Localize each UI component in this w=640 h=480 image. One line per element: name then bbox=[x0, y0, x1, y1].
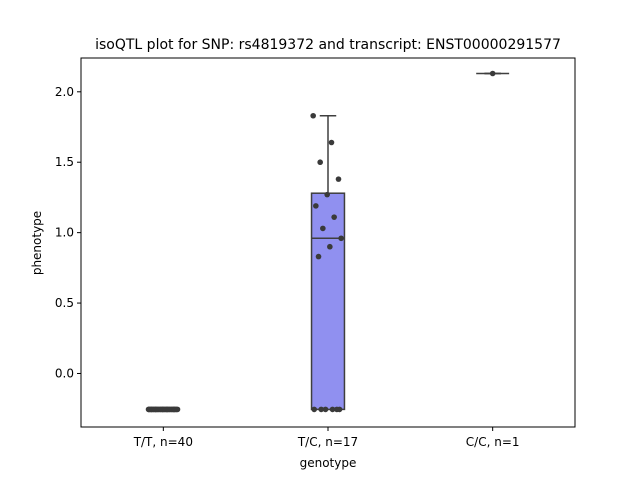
data-point bbox=[338, 235, 344, 242]
data-point bbox=[489, 70, 496, 77]
data-point bbox=[148, 406, 155, 413]
y-tick-label: 1.5 bbox=[55, 155, 74, 169]
plot-marks bbox=[145, 70, 510, 413]
data-point bbox=[322, 406, 329, 413]
data-point bbox=[335, 176, 342, 182]
data-point bbox=[331, 214, 337, 220]
data-point bbox=[164, 406, 171, 413]
x-axis-label: genotype bbox=[300, 456, 357, 470]
y-tick-label: 0.0 bbox=[55, 366, 74, 380]
data-point bbox=[315, 253, 322, 260]
data-point bbox=[171, 406, 178, 413]
y-axis-label: phenotype bbox=[30, 211, 44, 275]
data-point bbox=[310, 112, 316, 119]
y-tick-label: 2.0 bbox=[55, 85, 74, 99]
data-point bbox=[324, 191, 330, 198]
data-point bbox=[327, 243, 333, 250]
data-point bbox=[153, 406, 159, 413]
x-axis: T/T, n=40 T/C, n=17 C/C, n=1 bbox=[133, 427, 520, 449]
data-point bbox=[313, 203, 319, 209]
data-point bbox=[317, 159, 323, 166]
data-point bbox=[318, 406, 324, 413]
box bbox=[310, 192, 346, 411]
x-tick-label: C/C, n=1 bbox=[466, 435, 520, 449]
data-point bbox=[320, 225, 326, 232]
x-tick-label: T/C, n=17 bbox=[297, 435, 358, 449]
data-point bbox=[336, 406, 343, 413]
data-point bbox=[160, 406, 166, 413]
chart-title: isoQTL plot for SNP: rs4819372 and trans… bbox=[95, 37, 561, 53]
data-point bbox=[311, 406, 317, 413]
y-axis: 0.0 0.5 1.0 1.5 2.0 bbox=[55, 85, 81, 380]
data-point bbox=[328, 139, 335, 146]
x-tick-label: T/T, n=40 bbox=[133, 435, 193, 449]
y-tick-label: 0.5 bbox=[55, 296, 74, 310]
y-tick-label: 1.0 bbox=[55, 226, 74, 240]
data-point bbox=[329, 406, 336, 413]
